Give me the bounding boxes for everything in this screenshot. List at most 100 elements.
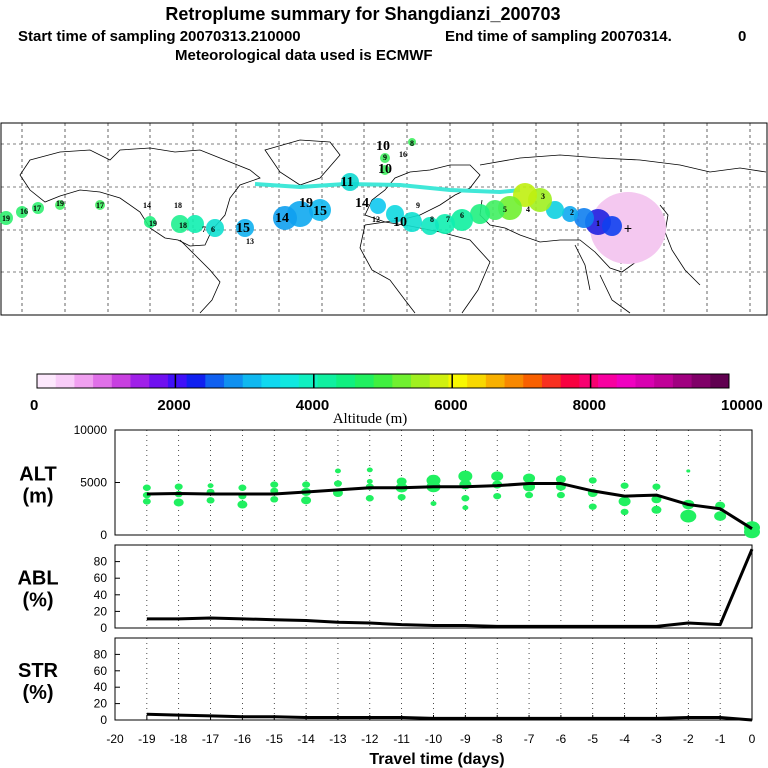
altitude-particle-point — [173, 498, 184, 507]
altitude-particle-point — [206, 497, 215, 504]
alt-panel: 0 5000 10000 ALT(m) — [19, 423, 760, 542]
x-axis-label: Travel time (days) — [369, 751, 504, 768]
x-tick-label: -13 — [329, 732, 347, 746]
colorbar-tick-label: 10000 — [721, 397, 763, 414]
colorbar-cell — [55, 374, 75, 388]
met-data-note: Meteorological data used is ECMWF — [175, 47, 433, 64]
altitude-particle-point — [396, 477, 407, 486]
day-label: 19 — [56, 199, 64, 208]
abl-panel: 0 20 40 60 80 ABL(%) — [17, 544, 754, 635]
y-tick-label: 80 — [94, 555, 108, 569]
x-tick-label: -12 — [361, 732, 379, 746]
colorbar-ticks: 0 2000 4000 6000 8000 10000 — [30, 374, 763, 414]
plume-blob — [16, 206, 28, 218]
trajectory-plume — [0, 138, 666, 264]
day-label: 11 — [340, 175, 353, 190]
sampling-end-tail: 0 — [738, 28, 746, 45]
colorbar-cell — [336, 374, 356, 388]
day-label: 10 — [378, 162, 392, 177]
plume-blob — [186, 215, 204, 233]
altitude-particle-point — [714, 511, 727, 521]
colorbar-cell — [504, 374, 524, 388]
y-tick-label: 40 — [94, 680, 108, 694]
x-tick-label: -2 — [683, 732, 694, 746]
y-tick-label: 0 — [100, 621, 107, 635]
plume-blob — [236, 219, 254, 237]
y-tick-label: 20 — [94, 697, 108, 711]
x-tick-label: 0 — [749, 732, 756, 746]
colorbar-tick-label: 4000 — [296, 397, 329, 414]
alt-series-line — [146, 482, 753, 530]
day-label: 14 — [275, 211, 289, 226]
x-tick-label: -15 — [266, 732, 284, 746]
day-label: 19 — [299, 196, 313, 211]
day-label: 4 — [526, 205, 530, 214]
x-tick-label: -4 — [619, 732, 630, 746]
plume-blob — [421, 217, 439, 235]
x-tick-label: -14 — [297, 732, 315, 746]
colorbar-cell — [710, 374, 730, 388]
figure-title: Retroplume summary for Shangdianzi_20070… — [165, 4, 560, 24]
altitude-particle-point — [493, 492, 502, 500]
day-label: 16 — [399, 150, 407, 159]
colorbar-cell — [654, 374, 674, 388]
day-label: 9 — [416, 201, 420, 210]
altitude-particle-point — [301, 496, 312, 505]
day-label: 5 — [503, 205, 507, 214]
panel-title: ABL — [17, 568, 58, 590]
x-tick-label: -16 — [234, 732, 252, 746]
day-label: 15 — [236, 221, 250, 236]
plume-blob — [386, 205, 404, 223]
y-tick-label: 40 — [94, 588, 108, 602]
colorbar-cell — [579, 374, 599, 388]
colorbar-tick-label: 6000 — [434, 397, 467, 414]
day-label: 10 — [376, 139, 390, 154]
day-label: 18 — [174, 201, 182, 210]
x-tick-label: -10 — [425, 732, 443, 746]
altitude-particle-point — [491, 471, 504, 482]
colorbar-cell — [93, 374, 113, 388]
x-tick-label: -3 — [651, 732, 662, 746]
altitude-particle-point — [588, 477, 597, 484]
day-label: 14 — [143, 201, 151, 210]
colorbar-cell — [411, 374, 431, 388]
plume-blob — [206, 219, 224, 237]
altitude-particle-point — [365, 495, 374, 502]
altitude-particle-point — [620, 482, 629, 489]
sampling-end: End time of sampling 20070314. — [445, 28, 672, 45]
plume-blob — [574, 208, 594, 228]
plume-blob — [470, 204, 490, 224]
altitude-particle-point — [142, 484, 151, 491]
plume-blob — [435, 214, 455, 234]
str-series-line — [146, 712, 753, 722]
altitude-particle-point — [556, 491, 565, 499]
day-label: 6 — [211, 225, 215, 234]
y-tick-label: 60 — [94, 664, 108, 678]
colorbar-cell — [523, 374, 543, 388]
africa-outline — [359, 221, 491, 314]
colorbar-cell — [130, 374, 150, 388]
colorbar-cell — [261, 374, 281, 388]
sampling-start: Start time of sampling 20070313.210000 — [18, 28, 301, 45]
plume-blob — [95, 200, 105, 210]
plume-blob — [0, 211, 13, 225]
plume-blob — [380, 153, 390, 163]
colorbar-cell — [37, 374, 57, 388]
colorbar-cell — [541, 374, 562, 388]
day-label: 19 — [149, 219, 157, 228]
altitude-particle-point — [686, 469, 691, 473]
plume-track-north — [254, 181, 521, 195]
central-america-outline — [179, 239, 221, 314]
plume-blob — [309, 199, 331, 221]
day-label: 10 — [393, 215, 407, 230]
altitude-particle-point — [238, 484, 247, 491]
altitude-particle-point — [334, 468, 341, 474]
y-tick-label: 60 — [94, 571, 108, 585]
colorbar-cell — [354, 374, 375, 388]
panel-unit: (%) — [22, 590, 53, 612]
plume-blob — [341, 173, 359, 191]
plume-blob — [562, 206, 578, 222]
y-tick-label: 0 — [100, 528, 107, 542]
altitude-particle-point — [302, 481, 311, 488]
